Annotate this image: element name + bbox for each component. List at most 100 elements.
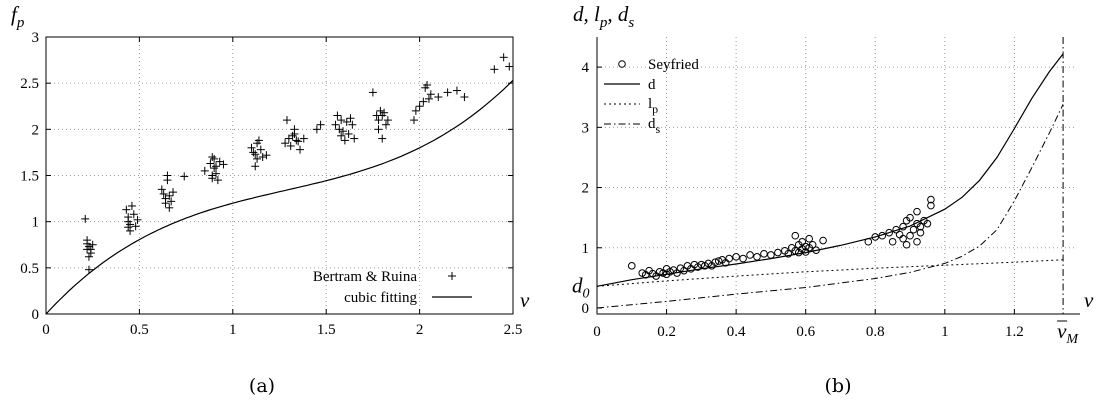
data-point-bertram	[426, 90, 435, 99]
data-point-seyfried	[864, 237, 873, 246]
data-point-bertram	[335, 125, 344, 134]
data-point-seyfried	[916, 228, 925, 237]
data-point-bertram	[251, 150, 260, 159]
data-point-seyfried	[627, 262, 636, 270]
data-point-seyfried	[697, 260, 706, 269]
data-point-bertram	[499, 53, 508, 62]
data-point-bertram	[161, 199, 170, 208]
data-point-seyfried	[808, 240, 817, 249]
data-point-seyfried	[906, 231, 914, 240]
data-point-seyfried	[655, 268, 664, 276]
data-point-seyfried	[888, 237, 897, 246]
data-point-seyfried	[899, 222, 907, 231]
data-point-bertram	[200, 166, 209, 175]
data-point-bertram	[460, 93, 469, 102]
data-point-seyfried	[913, 237, 921, 246]
series-line-lp	[596, 259, 1064, 287]
data-point-seyfried	[916, 222, 925, 231]
x-tick-label: 1	[941, 324, 949, 340]
data-point-seyfried	[774, 248, 782, 257]
data-point-bertram	[247, 143, 256, 152]
data-point-bertram	[157, 185, 166, 194]
data-point-bertram	[159, 189, 168, 198]
data-point-bertram	[333, 111, 342, 120]
chart-panel-a: 0 0.5 1 1.5 2 2.5 0 0.5 1 1.5 2 2.5 3 fp v Bertram &…	[11, 2, 530, 397]
data-point-bertram	[452, 86, 461, 95]
data-point-bertram	[249, 148, 258, 157]
d0-tick-label: d0	[572, 273, 590, 301]
data-point-bertram	[88, 240, 97, 249]
data-point-bertram	[434, 93, 443, 102]
data-point-bertram	[180, 172, 189, 181]
y-tick-label: 3	[32, 30, 40, 46]
data-point-seyfried	[753, 252, 761, 261]
y-tick-label: 2	[32, 122, 40, 138]
data-point-bertram	[84, 265, 93, 274]
data-point-bertram	[133, 215, 142, 224]
data-point-bertram	[381, 120, 390, 129]
y-tick-label: 1	[32, 215, 40, 231]
data-point-bertram	[129, 210, 138, 219]
data-point-bertram	[81, 214, 90, 223]
caption-b: (b)	[825, 375, 852, 397]
legend-label-ds: ds	[648, 116, 661, 136]
data-point-bertram	[169, 188, 178, 197]
x-tick-label: 1.2	[1005, 324, 1024, 340]
plot-frame-a	[45, 36, 514, 315]
data-point-bertram	[316, 120, 325, 129]
data-point-bertram	[340, 136, 349, 145]
y-tick-label: 1.5	[20, 169, 39, 185]
series-line-ds	[596, 104, 1064, 309]
data-point-bertram	[206, 159, 215, 168]
data-point-bertram	[165, 191, 174, 200]
data-point-bertram	[339, 127, 348, 136]
data-point-bertram	[286, 141, 295, 150]
y-tick-label: 3	[582, 120, 590, 136]
x-tick-label: 0	[42, 322, 50, 338]
data-point-bertram	[337, 116, 346, 125]
y-tick-label: 2	[582, 181, 590, 197]
data-point-seyfried	[899, 234, 907, 243]
data-point-seyfried	[760, 249, 768, 258]
data-point-bertram	[383, 116, 392, 125]
data-point-bertram	[348, 120, 357, 129]
data-point-bertram	[337, 131, 346, 140]
legend-a: Bertram & Ruina cubic fitting	[313, 269, 472, 306]
data-point-bertram	[165, 203, 174, 212]
data-point-bertram	[262, 151, 271, 160]
legend-plus	[448, 272, 456, 280]
y-tick-label: 0.5	[20, 261, 39, 277]
data-point-seyfried	[791, 231, 800, 240]
data-point-bertram	[281, 139, 290, 148]
x-tick-label: 0.4	[727, 324, 746, 340]
data-point-seyfried	[927, 201, 935, 210]
y-tick-label: 0	[582, 301, 590, 317]
vM-tick-text: vM	[1057, 319, 1079, 347]
y-tick-label: 2.5	[20, 76, 39, 92]
data-point-bertram	[213, 176, 222, 185]
data-point-bertram	[411, 106, 420, 115]
data-point-bertram	[312, 125, 321, 134]
legend-b: Seyfried d lp ds	[604, 57, 699, 136]
chart-panel-b: 0 0.2 0.4 0.6 0.8 1 1.2 0 1 2 3 4 d, lp, ds v d0 vM…	[572, 2, 1094, 397]
legend-label-d: d	[648, 77, 656, 93]
data-point-bertram	[423, 81, 432, 90]
legend-circle	[618, 60, 626, 68]
data-point-seyfried	[714, 257, 723, 265]
data-point-seyfried	[732, 252, 740, 261]
data-point-bertram	[299, 134, 308, 143]
data-point-bertram	[490, 65, 499, 74]
vM-tick-label: vM	[1057, 319, 1079, 347]
data-point-seyfried	[767, 251, 775, 259]
data-point-bertram	[424, 94, 433, 103]
data-point-bertram	[376, 106, 385, 115]
data-point-bertram	[290, 129, 299, 138]
data-point-bertram	[124, 223, 133, 232]
data-point-bertram	[282, 116, 291, 125]
data-point-seyfried	[746, 251, 754, 259]
y-tick-label: 0	[32, 307, 40, 323]
x-axis-label-b: v	[1084, 288, 1094, 312]
data-point-bertram	[294, 137, 303, 146]
x-tick-label: 1.5	[317, 322, 336, 338]
x-tick-label: 2.5	[504, 322, 523, 338]
